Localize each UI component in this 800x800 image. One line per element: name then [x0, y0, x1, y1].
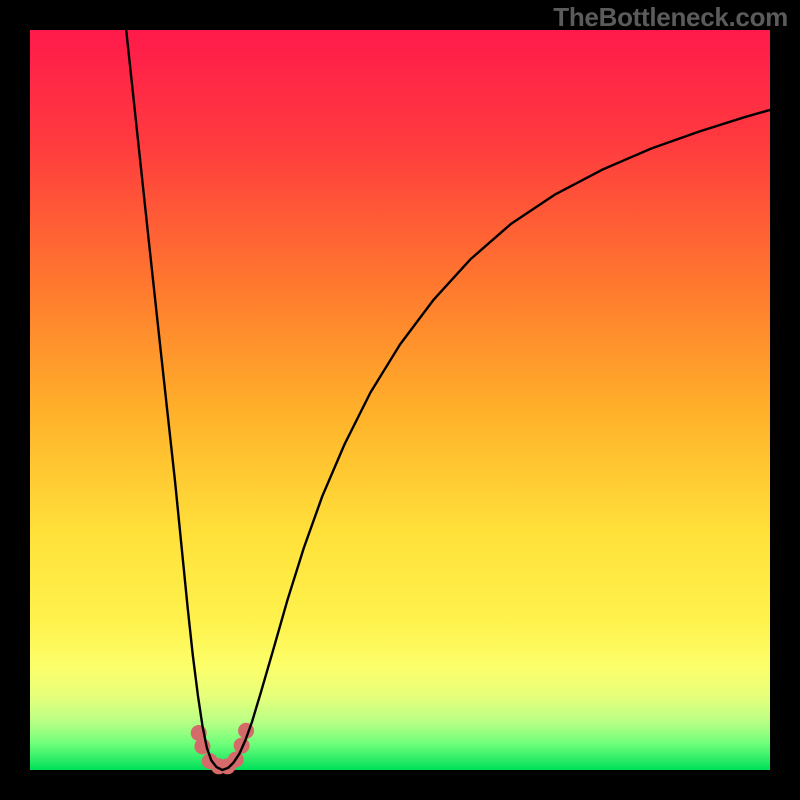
dots-group: [191, 723, 254, 775]
bottleneck-curve: [126, 30, 770, 770]
chart-container: TheBottleneck.com: [0, 0, 800, 800]
chart-svg: [0, 0, 800, 800]
watermark-text: TheBottleneck.com: [553, 2, 788, 33]
